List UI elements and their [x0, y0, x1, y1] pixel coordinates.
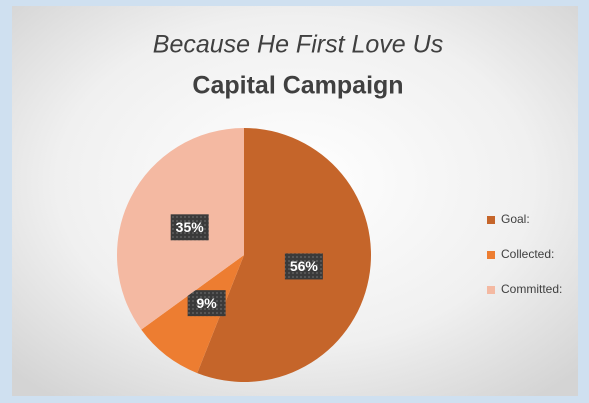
data-label: 56% [290, 258, 319, 274]
legend-label: Committed: [501, 282, 562, 296]
data-label-box [284, 253, 323, 280]
data-label-box [187, 290, 226, 317]
legend-label: Collected: [501, 247, 554, 261]
data-label: 9% [197, 295, 218, 311]
legend-label: Goal: [501, 212, 530, 226]
legend-swatch [487, 251, 495, 259]
legend-swatch [487, 286, 495, 294]
chart-title: Because He First Love Us [153, 31, 443, 59]
legend-swatch [487, 216, 495, 224]
chart-subtitle: Capital Campaign [192, 72, 403, 100]
pie-slice [197, 128, 372, 382]
data-label: 35% [176, 219, 205, 235]
data-label-box [170, 214, 209, 241]
